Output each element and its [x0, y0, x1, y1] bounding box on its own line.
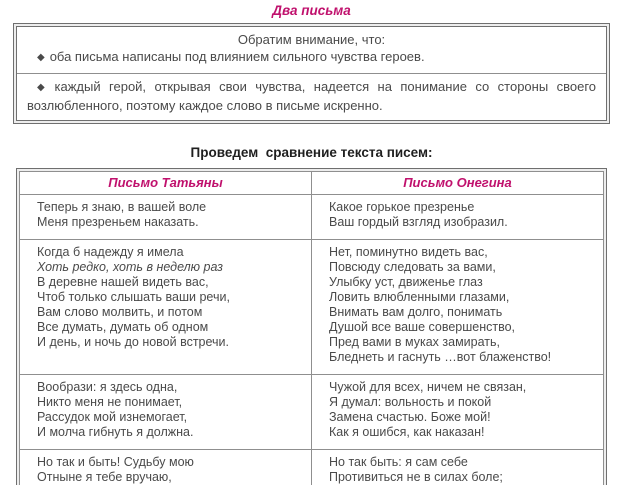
compare-heading: Проведем сравнение текста писем: [190, 145, 433, 160]
verse-line: Нет, поминутно видеть вас, [329, 245, 488, 259]
verse-line: В деревне нашей видеть вас, [37, 275, 209, 289]
notice-box-inner: Обратим внимание, что: ◆ оба письма напис… [16, 26, 607, 121]
verse-line: Но так быть: я сам себе [329, 455, 468, 469]
verse-cell-onegin: Какое горькое презренье Ваш гордый взгляд… [311, 194, 604, 240]
table-row: Теперь я знаю, в вашей воле Меня презрень… [19, 194, 604, 240]
verse-line: И день, и ночь до новой встречи. [37, 335, 230, 349]
verse-line: Противиться не в силах боле; [329, 470, 503, 484]
verse-line: Когда б надежду я имела [37, 245, 184, 259]
notice-section-2: ◆ каждый герой, открывая свои чувства, на… [17, 73, 606, 120]
table-row: Когда б надежду я имела Хоть редко, хоть … [19, 239, 604, 375]
verse-line: Ловить влюбленными глазами, [329, 290, 510, 304]
verse-line: Отныне я тебе вручаю, [37, 470, 172, 484]
diamond-bullet-icon: ◆ [37, 52, 45, 63]
letters-table-body: Теперь я знаю, в вашей воле Меня презрень… [19, 194, 604, 485]
notice-item-2: ◆ каждый герой, открывая свои чувства, на… [27, 78, 596, 114]
verse-line: Чтоб только слышать ваши речи, [37, 290, 230, 304]
verse-line: Вам слово молвить, и потом [37, 305, 203, 319]
verse-line: Теперь я знаю, в вашей воле [37, 200, 207, 214]
diamond-bullet-icon: ◆ [37, 82, 50, 93]
verse-line: Внимать вам долго, понимать [329, 305, 503, 319]
verse-line: Меня презреньем наказать. [37, 215, 199, 229]
verse-line: И молча гибнуть я должна. [37, 425, 194, 439]
verse-line: Бледнеть и гаснуть …вот блаженство! [329, 350, 552, 364]
verse-line: Я думал: вольность и покой [329, 395, 492, 409]
notice-box: Обратим внимание, что: ◆ оба письма напис… [13, 23, 610, 124]
verse-line: Какое горькое презренье [329, 200, 475, 214]
page-title: Два письма [272, 3, 351, 18]
verse-line: Чужой для всех, ничем не связан, [329, 380, 527, 394]
verse-line: Повсюду следовать за вами, [329, 260, 496, 274]
table-row: Но так и быть! Судьбу мою Отныне я тебе в… [19, 449, 604, 485]
notice-item-1: ◆ оба письма написаны под влиянием сильно… [27, 48, 596, 67]
verse-cell-tatyana: Теперь я знаю, в вашей воле Меня презрень… [19, 194, 312, 240]
table-row: Вообрази: я здесь одна, Никто меня не пон… [19, 374, 604, 450]
verse-line: Пред вами в муках замирать, [329, 335, 500, 349]
verse-line: Улыбку уст, движенье глаз [329, 275, 483, 289]
letters-comparison-table: Письмо Татьяны Письмо Онегина Теперь я з… [16, 168, 607, 485]
notice-heading: Обратим внимание, что: [237, 32, 386, 47]
verse-line: Ваш гордый взгляд изобразил. [329, 215, 508, 229]
verse-line: Как я ошибся, как наказан! [329, 425, 485, 439]
verse-cell-onegin: Нет, поминутно видеть вас, Повсюду следов… [311, 239, 604, 375]
verse-line: Хоть редко, хоть в неделю раз [37, 260, 223, 274]
verse-line: Но так и быть! Судьбу мою [37, 455, 194, 469]
letters-table: Письмо Татьяны Письмо Онегина Теперь я з… [19, 171, 604, 485]
notice-section-1: Обратим внимание, что: ◆ оба письма напис… [17, 27, 606, 73]
verse-cell-tatyana: Но так и быть! Судьбу мою Отныне я тебе в… [19, 449, 312, 485]
verse-cell-tatyana: Вообрази: я здесь одна, Никто меня не пон… [19, 374, 312, 450]
column-header-onegin: Письмо Онегина [311, 171, 604, 195]
verse-cell-onegin: Чужой для всех, ничем не связан, Я думал:… [311, 374, 604, 450]
verse-line: Вообрази: я здесь одна, [37, 380, 178, 394]
verse-line: Душой все ваше совершенство, [329, 320, 516, 334]
verse-line: Замена счастью. Боже мой! [329, 410, 491, 424]
column-header-tatyana: Письмо Татьяны [19, 171, 312, 195]
verse-line: Рассудок мой изнемогает, [37, 410, 188, 424]
verse-cell-tatyana: Когда б надежду я имела Хоть редко, хоть … [19, 239, 312, 375]
verse-cell-onegin: Но так быть: я сам себе Противиться не в … [311, 449, 604, 485]
notice-item-1-text: оба письма написаны под влиянием сильног… [49, 49, 425, 64]
table-header-row: Письмо Татьяны Письмо Онегина [19, 171, 604, 195]
verse-line: Никто меня не понимает, [37, 395, 183, 409]
verse-line: Все думать, думать об одном [37, 320, 209, 334]
notice-item-2-text: каждый герой, открывая свои чувства, над… [27, 79, 597, 113]
